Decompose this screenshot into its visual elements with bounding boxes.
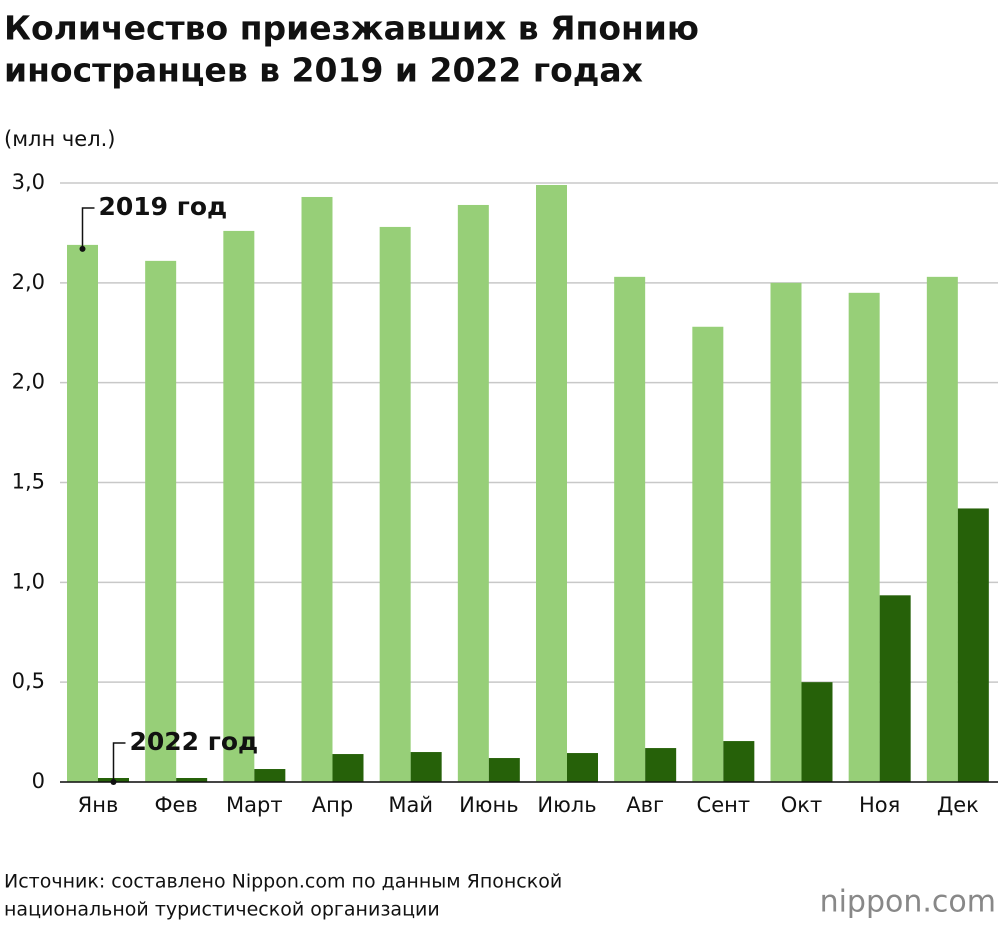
bar <box>379 226 411 783</box>
x-tick-label: Сент <box>697 793 751 817</box>
source: Источник: составлено Nippon.com по данны… <box>4 871 562 893</box>
bar <box>176 778 208 782</box>
bar <box>332 754 364 782</box>
x-tick-label: Апр <box>312 793 353 817</box>
logo: nippon.com <box>820 885 996 920</box>
legend-label: 2022 год <box>130 727 259 756</box>
bar <box>457 204 489 783</box>
bar <box>801 682 833 782</box>
bar <box>254 769 286 782</box>
y-tick-label: 3,0 <box>12 170 45 194</box>
x-tick-label: Дек <box>937 793 979 817</box>
legend-label: 2019 год <box>99 192 228 221</box>
x-tick-label: Янв <box>78 793 119 817</box>
bar <box>488 758 520 782</box>
y-tick-label: 2,0 <box>12 270 45 294</box>
y-tick-label: 0 <box>32 769 45 793</box>
bar <box>614 276 646 782</box>
bar <box>536 184 567 782</box>
y-tick-label: 1,5 <box>12 470 45 494</box>
bar <box>770 282 802 782</box>
bar <box>723 741 755 782</box>
bar <box>145 260 177 782</box>
bar <box>957 508 989 782</box>
chart-title: иностранцев в 2019 и 2022 годах <box>4 51 643 90</box>
x-tick-label: Фев <box>154 793 197 817</box>
y-axis-label: (млн чел.) <box>4 127 115 151</box>
y-tick-label: 1,0 <box>12 569 45 593</box>
y-tick-label: 2,0 <box>12 370 45 394</box>
x-tick-label: Окт <box>781 793 822 817</box>
bar <box>645 748 677 782</box>
x-tick-label: Июль <box>537 793 596 817</box>
bar <box>410 752 442 782</box>
y-tick-label: 0,5 <box>12 669 45 693</box>
bar <box>692 326 724 782</box>
bar <box>223 230 255 783</box>
bar <box>926 276 958 782</box>
x-tick-label: Ноя <box>859 793 900 817</box>
bar <box>301 196 333 782</box>
chart-title: Количество приезжавших в Японию <box>4 9 699 48</box>
bar <box>67 244 98 782</box>
source: национальной туристической организации <box>4 899 440 921</box>
x-tick-label: Май <box>388 793 433 817</box>
bar <box>848 292 880 782</box>
annotation-line <box>81 207 95 249</box>
x-tick-label: Июнь <box>459 793 519 817</box>
x-tick-label: Авг <box>626 793 664 817</box>
x-tick-label: Март <box>226 793 283 817</box>
bar <box>567 753 598 782</box>
bar <box>879 595 911 782</box>
annotation-line <box>112 742 126 783</box>
